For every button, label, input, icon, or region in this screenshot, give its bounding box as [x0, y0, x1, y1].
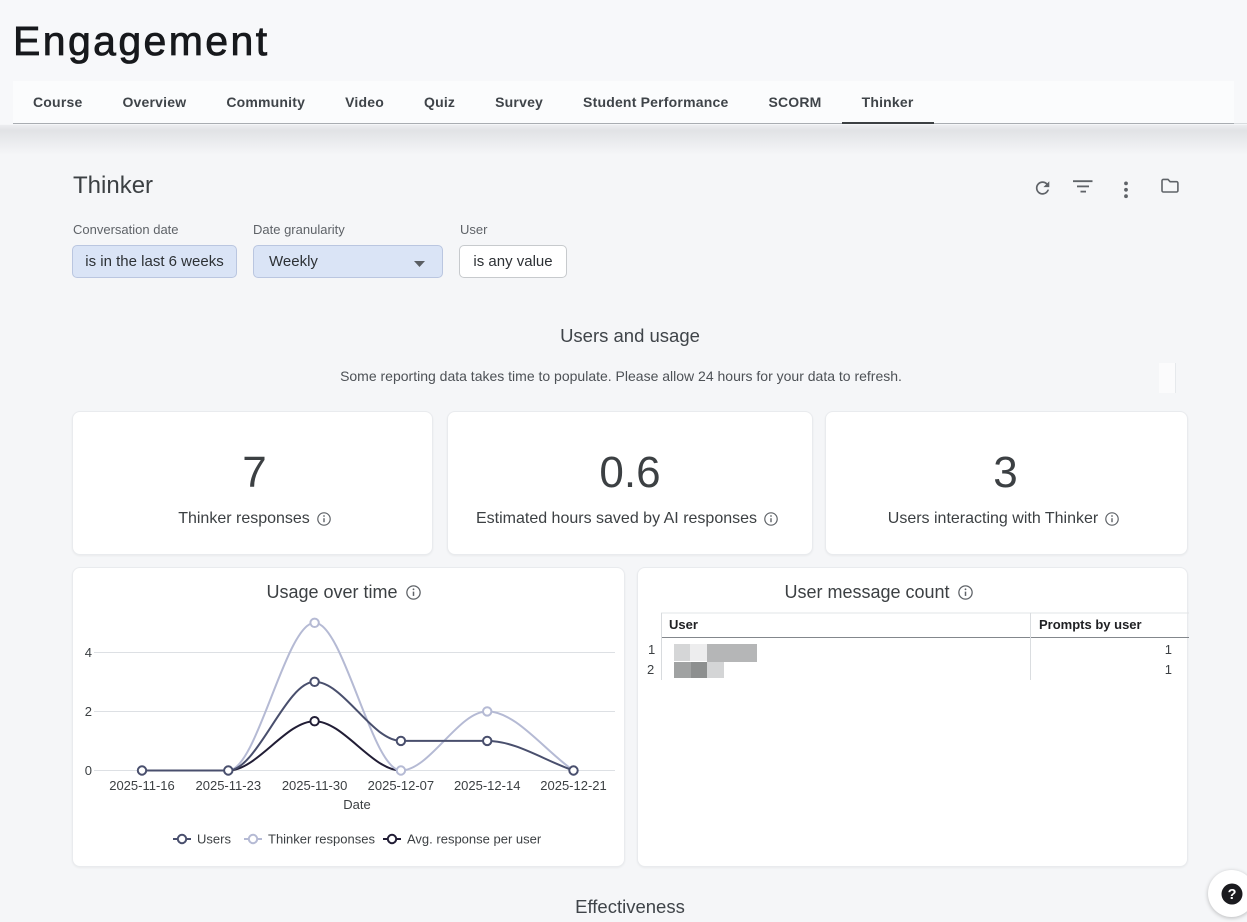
svg-text:Thinker responses: Thinker responses	[268, 832, 375, 847]
svg-text:Prompts by user: Prompts by user	[1039, 617, 1142, 632]
svg-text:Users: Users	[197, 832, 231, 847]
svg-text:1: 1	[1165, 662, 1172, 677]
svg-text:2025-11-30: 2025-11-30	[282, 778, 348, 793]
svg-text:2: 2	[647, 662, 654, 677]
svg-text:2025-12-14: 2025-12-14	[454, 778, 521, 793]
svg-text:2025-11-16: 2025-11-16	[109, 778, 175, 793]
svg-text:1: 1	[1165, 642, 1172, 657]
svg-text:2025-12-21: 2025-12-21	[540, 778, 607, 793]
svg-text:?: ?	[1227, 887, 1236, 903]
svg-text:2025-12-07: 2025-12-07	[368, 778, 435, 793]
svg-text:4: 4	[85, 645, 92, 660]
svg-text:2: 2	[85, 704, 92, 719]
svg-text:User: User	[669, 617, 698, 632]
svg-text:1: 1	[648, 642, 655, 657]
svg-text:2025-11-23: 2025-11-23	[196, 778, 262, 793]
svg-text:Date: Date	[343, 797, 370, 812]
svg-text:Avg. response per user: Avg. response per user	[407, 832, 542, 847]
svg-text:0: 0	[85, 763, 92, 778]
